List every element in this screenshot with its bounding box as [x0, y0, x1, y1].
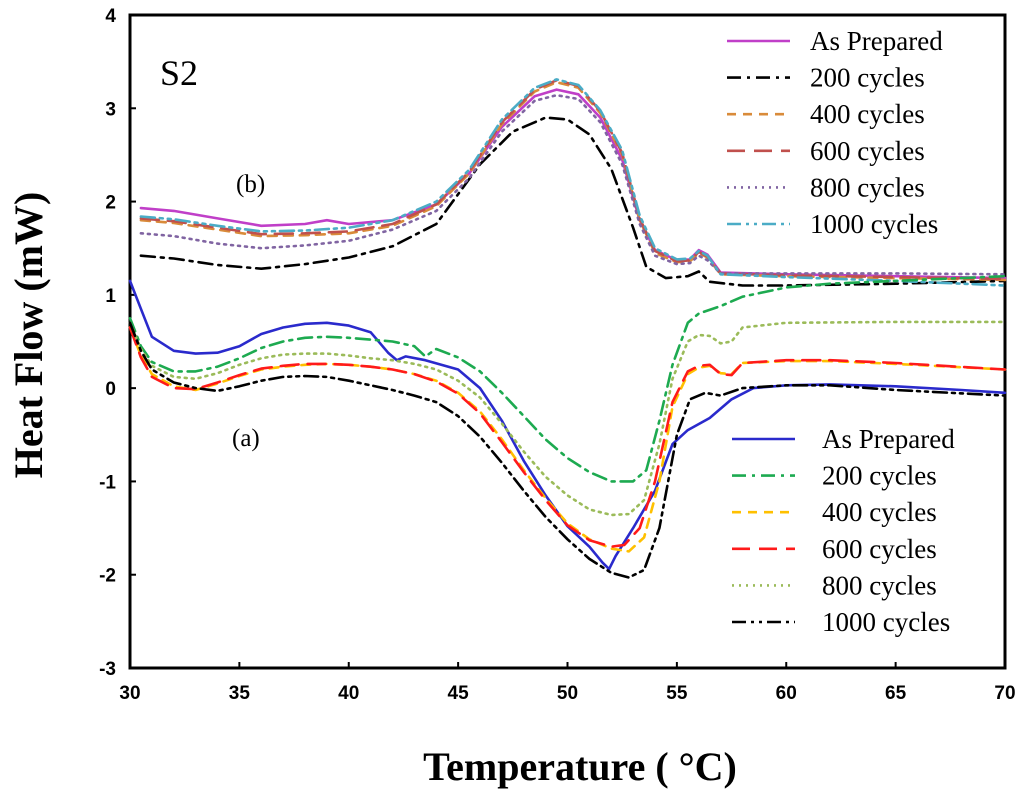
plot-area-frame: [128, 13, 1007, 670]
y-tick-label: -3: [99, 659, 116, 680]
legend-label: As Prepared: [810, 26, 943, 56]
x-tick-label: 30: [119, 683, 140, 704]
legend-label: As Prepared: [822, 424, 955, 454]
x-tick-label: 55: [666, 683, 688, 704]
legend-label: 600 cycles: [810, 136, 925, 166]
y-tick-label: 3: [105, 99, 116, 120]
legend-label: 400 cycles: [810, 99, 925, 129]
legend-label: 400 cycles: [822, 497, 937, 527]
legend-label: 1000 cycles: [822, 607, 950, 637]
x-tick-label: 40: [338, 683, 359, 704]
series-line-heating-800-cycles: [139, 93, 1007, 276]
panel-label-a: (a): [232, 425, 260, 452]
legend-label: 800 cycles: [822, 570, 937, 600]
panel-label-b: (b): [236, 171, 265, 198]
series-line-heating-1000-cycles: [139, 78, 1007, 287]
series-line-cooling-600-cycles: [128, 326, 1007, 548]
axis-ticks: 30 35 40 45 50 55 60 65 70 -3 -2 -1 0 1 2 3 4: [99, 6, 1015, 704]
chart-title: S2: [160, 53, 198, 93]
legend-label: 600 cycles: [822, 534, 937, 564]
x-tick-label: 35: [229, 683, 251, 704]
y-tick-label: -2: [99, 566, 116, 587]
series-layer: [128, 78, 1007, 579]
series-line-heating-200-cycles: [139, 116, 1007, 287]
series-line-cooling-800-cycles: [128, 320, 1007, 517]
series-line-cooling-as-prepared: [128, 279, 1007, 571]
series-line-cooling-1000-cycles: [128, 321, 1007, 579]
y-axis-title: Heat Flow (mW): [6, 192, 51, 479]
x-tick-label: 60: [776, 683, 797, 704]
legend-label: 800 cycles: [810, 172, 925, 202]
y-tick-label: 1: [105, 286, 116, 307]
series-line-cooling-200-cycles: [128, 274, 1007, 483]
legend-label: 200 cycles: [810, 63, 925, 93]
legend-label: 200 cycles: [822, 461, 937, 491]
x-tick-label: 45: [448, 683, 470, 704]
y-tick-label: 2: [105, 193, 116, 214]
y-tick-label: 4: [105, 6, 116, 27]
x-tick-label: 70: [994, 683, 1015, 704]
x-tick-label: 50: [557, 683, 578, 704]
y-tick-label: -1: [99, 472, 116, 493]
y-tick-label: 0: [105, 379, 116, 400]
x-axis-title: Temperature ( °C): [423, 744, 737, 789]
legend-label: 1000 cycles: [810, 209, 938, 239]
legends: As Prepared 200 cycles 400 cycles 600 cycle…: [727, 26, 955, 637]
x-tick-label: 65: [885, 683, 907, 704]
